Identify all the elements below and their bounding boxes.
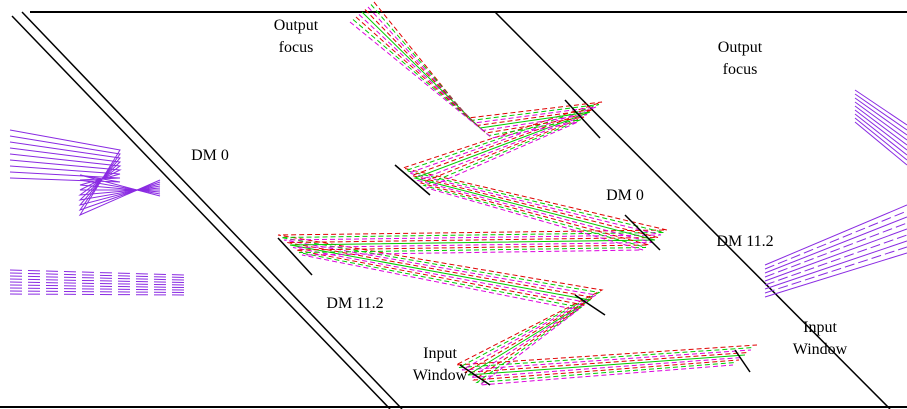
label: focus	[279, 39, 314, 56]
label: Window	[413, 367, 468, 384]
ray	[765, 247, 907, 293]
ray	[287, 10, 748, 373]
ray	[10, 270, 185, 275]
label: DM 11.2	[716, 233, 773, 250]
label: focus	[723, 61, 758, 78]
label: Window	[793, 341, 848, 358]
ray	[293, 15, 742, 378]
ray	[10, 294, 185, 295]
ray	[765, 205, 907, 265]
label: Output	[718, 39, 763, 56]
ray	[284, 7, 751, 370]
mirror	[395, 165, 430, 195]
ray	[299, 20, 736, 383]
ray	[281, 5, 754, 368]
ray	[10, 291, 185, 293]
ray	[10, 285, 185, 288]
ray	[10, 172, 160, 194]
label: Input	[423, 345, 457, 362]
ray	[302, 22, 733, 385]
ray	[10, 148, 160, 200]
label: DM 0	[606, 187, 644, 204]
ray	[296, 17, 739, 380]
frame-edge	[12, 16, 390, 409]
ray	[290, 12, 745, 375]
label: DM 11.2	[326, 295, 383, 312]
ray	[765, 223, 907, 277]
ray	[10, 154, 160, 195]
rays	[10, 2, 907, 385]
label: Input	[803, 319, 837, 336]
mirror	[575, 295, 605, 315]
label: DM 0	[191, 147, 229, 164]
ray	[10, 288, 185, 290]
label: Output	[274, 17, 319, 34]
frame-edge	[22, 12, 402, 409]
ray-trace-diagram: Output focus DM 0 DM 0 DM 11.2 Input Window Out…	[0, 0, 907, 409]
ray	[765, 229, 907, 281]
